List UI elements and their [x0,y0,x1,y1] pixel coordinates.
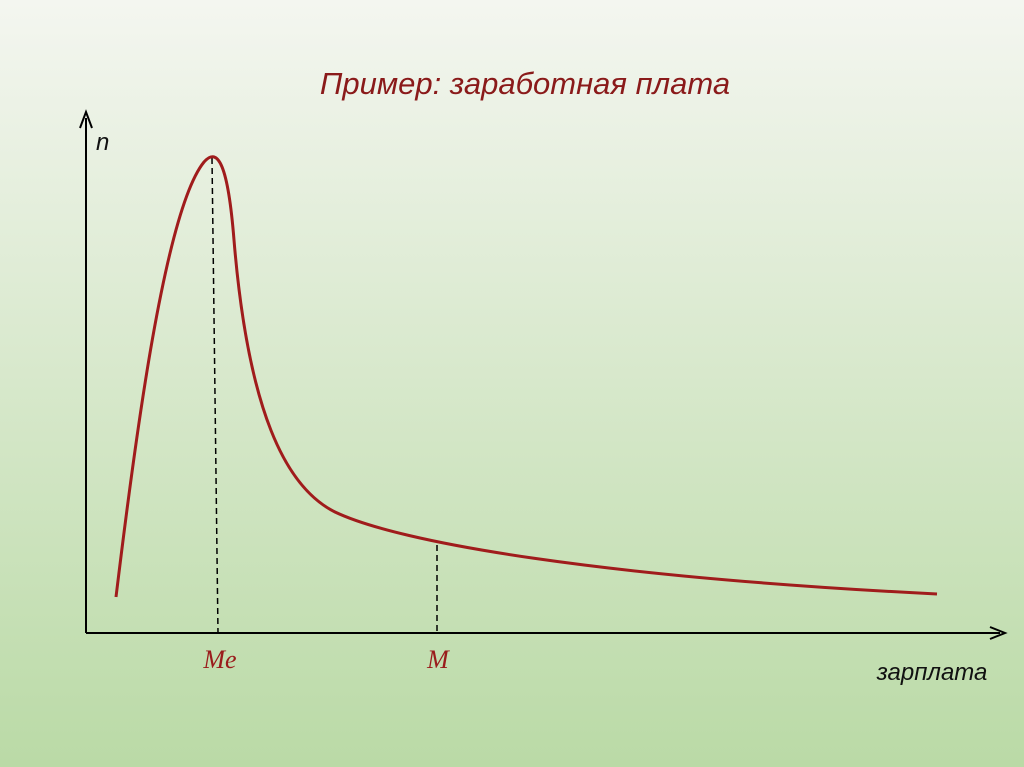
median-line [211,157,219,634]
x-axis-label: зарплата [876,659,988,686]
distribution-curve [114,155,938,598]
median-label: Me [202,645,236,674]
y-arrow [79,109,93,129]
mean-label: M [426,645,450,674]
title: Пример: заработная плата [320,66,730,101]
y-axis-label: n [96,129,109,156]
x-arrow [989,626,1008,640]
